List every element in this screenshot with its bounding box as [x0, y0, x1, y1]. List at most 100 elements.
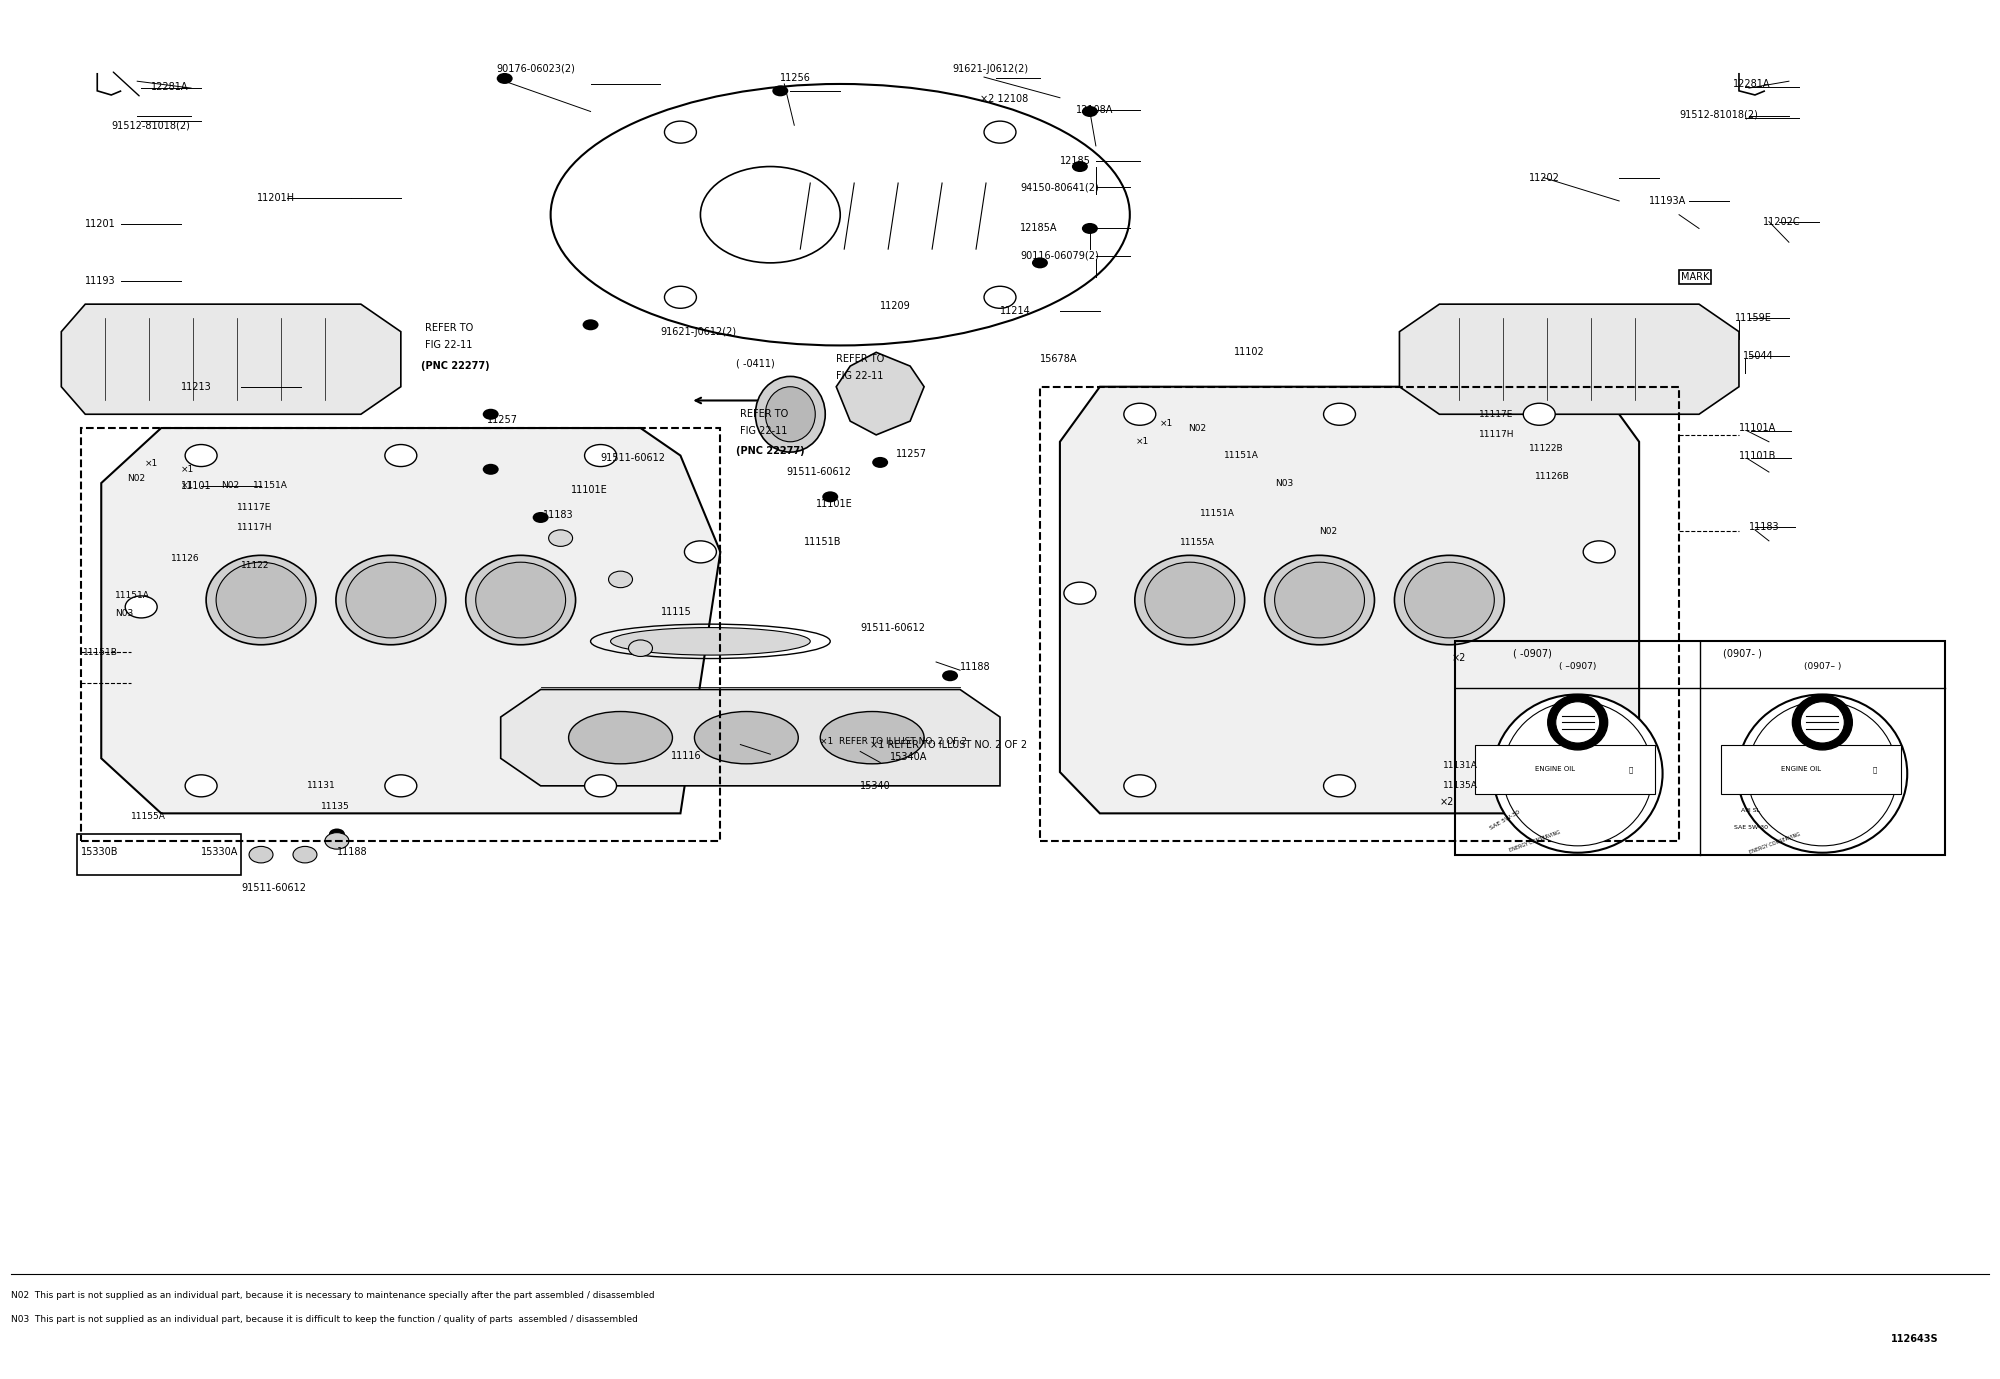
Text: 11151A: 11151A	[254, 481, 288, 491]
Text: 11213: 11213	[182, 382, 212, 392]
Text: 11126: 11126	[172, 554, 200, 563]
Polygon shape	[1400, 305, 1738, 414]
Circle shape	[584, 775, 616, 797]
Text: 11115: 11115	[660, 607, 692, 618]
Text: N02  This part is not supplied as an individual part, because it is necessary to: N02 This part is not supplied as an indi…	[12, 1291, 656, 1299]
Ellipse shape	[1274, 563, 1364, 638]
Text: 15340A: 15340A	[890, 752, 928, 763]
Text: ×1: ×1	[146, 459, 158, 469]
Circle shape	[250, 847, 274, 863]
Text: 11209: 11209	[880, 301, 910, 310]
Text: ( –0907): ( –0907)	[1560, 662, 1596, 672]
Text: (0907– ): (0907– )	[1804, 662, 1842, 672]
Text: ( -0411): ( -0411)	[736, 359, 776, 368]
Circle shape	[1324, 775, 1356, 797]
Ellipse shape	[820, 712, 924, 764]
Circle shape	[584, 444, 616, 466]
Text: 91511-60612: 91511-60612	[860, 622, 926, 633]
Ellipse shape	[1404, 563, 1494, 638]
Text: (PNC 22277): (PNC 22277)	[420, 361, 490, 371]
Text: 11151A: 11151A	[1224, 451, 1258, 461]
Text: 11202C: 11202C	[1762, 217, 1800, 226]
Ellipse shape	[1264, 556, 1374, 645]
Circle shape	[872, 456, 888, 467]
Text: FIG 22-11: FIG 22-11	[836, 371, 884, 381]
Text: 11256: 11256	[780, 73, 812, 84]
Ellipse shape	[1800, 702, 1844, 743]
Text: 12185: 12185	[1060, 156, 1090, 165]
Circle shape	[822, 491, 838, 502]
Ellipse shape	[216, 563, 306, 638]
Circle shape	[1324, 403, 1356, 425]
Text: 15340: 15340	[860, 781, 890, 790]
Circle shape	[1584, 541, 1616, 563]
Ellipse shape	[1134, 556, 1244, 645]
Text: 11101B: 11101B	[1738, 451, 1776, 461]
Text: N02: N02	[1188, 423, 1206, 433]
Text: 15330A: 15330A	[202, 847, 238, 856]
Text: ×1 REFER TO ILLUST NO. 2 OF 2: ×1 REFER TO ILLUST NO. 2 OF 2	[870, 739, 1028, 750]
Text: 94150-80641(2): 94150-80641(2)	[1020, 182, 1098, 192]
Text: ENGINE OIL: ENGINE OIL	[1536, 767, 1576, 772]
Text: ENERGY CONSERVING: ENERGY CONSERVING	[1748, 832, 1802, 855]
Circle shape	[532, 512, 548, 523]
Bar	[1456, 641, 1944, 855]
Ellipse shape	[346, 563, 436, 638]
Text: 11159E: 11159E	[1734, 313, 1772, 323]
Text: 90176-06023(2): 90176-06023(2)	[496, 63, 576, 74]
Bar	[78, 834, 242, 876]
Ellipse shape	[1556, 702, 1600, 743]
Text: 11151A: 11151A	[1200, 509, 1234, 519]
Polygon shape	[1060, 386, 1640, 814]
Text: 11151A: 11151A	[116, 592, 150, 600]
Text: 11101E: 11101E	[816, 499, 854, 509]
Text: 11116: 11116	[670, 750, 702, 761]
Bar	[82, 427, 720, 841]
Text: 91511-60612: 91511-60612	[600, 454, 666, 463]
Text: 11126B: 11126B	[1536, 472, 1570, 481]
Text: N02: N02	[1320, 527, 1338, 535]
Circle shape	[292, 847, 316, 863]
Text: ENGINE OIL: ENGINE OIL	[1780, 767, 1820, 772]
Bar	[1720, 745, 1900, 794]
Text: 11117E: 11117E	[238, 503, 272, 513]
Text: 11151B: 11151B	[804, 538, 842, 547]
Circle shape	[496, 73, 512, 84]
Ellipse shape	[756, 376, 826, 452]
Circle shape	[384, 775, 416, 797]
Ellipse shape	[1792, 695, 1852, 750]
Text: REFER TO: REFER TO	[740, 410, 788, 419]
Text: 11201H: 11201H	[258, 193, 296, 203]
Text: (0907- ): (0907- )	[1722, 648, 1762, 659]
Polygon shape	[836, 352, 924, 434]
Text: 11122B: 11122B	[1530, 444, 1564, 454]
Text: 11102: 11102	[1234, 348, 1264, 357]
Text: MARK: MARK	[1680, 272, 1710, 281]
Text: 11193A: 11193A	[1650, 196, 1686, 205]
Text: N02: N02	[128, 474, 146, 484]
Circle shape	[582, 320, 598, 331]
Circle shape	[942, 670, 958, 681]
Text: 11155A: 11155A	[132, 812, 166, 821]
Circle shape	[1124, 775, 1156, 797]
Circle shape	[1524, 403, 1556, 425]
Ellipse shape	[1502, 702, 1652, 845]
Bar	[1476, 745, 1656, 794]
Text: N03: N03	[1276, 479, 1294, 488]
Circle shape	[1064, 582, 1096, 604]
Text: 11188: 11188	[336, 847, 368, 856]
Text: 11214: 11214	[1000, 306, 1030, 316]
Circle shape	[328, 829, 344, 840]
Text: 11135: 11135	[320, 803, 350, 811]
Text: REFER TO: REFER TO	[424, 323, 474, 332]
Circle shape	[1082, 223, 1098, 234]
Text: 11188: 11188	[960, 662, 990, 673]
Text: ×2 12108: ×2 12108	[980, 94, 1028, 103]
Ellipse shape	[466, 556, 576, 645]
Text: ×2: ×2	[1440, 797, 1454, 807]
Circle shape	[126, 596, 158, 618]
Ellipse shape	[610, 627, 810, 655]
Text: 12281A: 12281A	[1732, 79, 1770, 90]
Ellipse shape	[1144, 563, 1234, 638]
Text: FIG 22-11: FIG 22-11	[740, 426, 788, 436]
